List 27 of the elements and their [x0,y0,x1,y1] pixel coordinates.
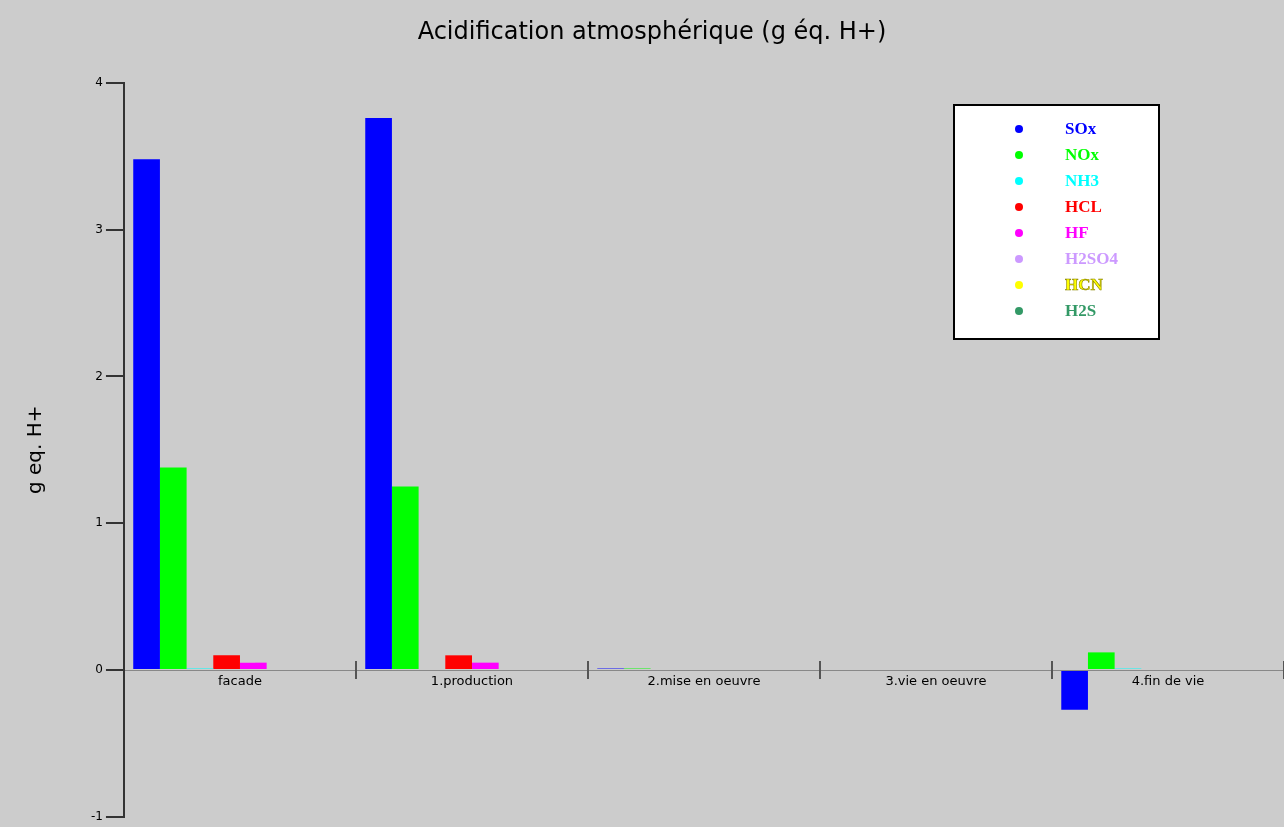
y-tick-label: 2 [95,368,103,383]
bar [1087,652,1115,669]
x-tick-label: facade [218,673,262,689]
x-tick-label: 2.mise en oeuvre [647,673,761,689]
y-tick-label: -1 [91,808,103,823]
y-tick-label: 1 [95,515,103,530]
y-axis-title: g eq. H+ [22,405,47,495]
bar [159,467,187,669]
bar [445,655,472,669]
y-tick-label: 0 [95,662,103,677]
x-tick-label: 1.production [430,673,514,689]
bar [213,655,240,669]
y-tick-label: 3 [95,221,103,236]
bar [471,662,499,669]
legend-label: H2SO4 [1065,249,1118,269]
bar [391,486,419,669]
x-tick-label: 4.fin de vie [1131,673,1205,689]
legend-label: H2S [1065,301,1097,321]
bar [239,662,267,669]
bar [1061,671,1088,710]
bar [365,118,392,669]
y-tick-label: 4 [95,74,103,89]
bar [133,159,160,669]
x-tick-label: 3.vie en oeuvre [885,673,987,689]
chart-title: Acidification atmosphérique (g éq. H+) [417,16,887,45]
legend-label: HCN [1065,275,1103,295]
legend-box: SOx NOx NH3 HCL HF H2SO4 HCN H2S [953,104,1160,340]
